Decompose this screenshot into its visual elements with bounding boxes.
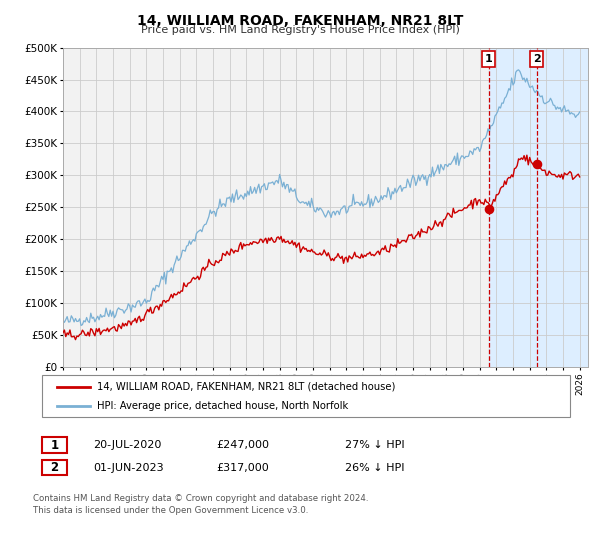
Text: Price paid vs. HM Land Registry's House Price Index (HPI): Price paid vs. HM Land Registry's House … — [140, 25, 460, 35]
Text: Contains HM Land Registry data © Crown copyright and database right 2024.
This d: Contains HM Land Registry data © Crown c… — [33, 494, 368, 515]
Text: 01-JUN-2023: 01-JUN-2023 — [93, 463, 164, 473]
Text: 2: 2 — [50, 461, 59, 474]
Text: 2: 2 — [533, 54, 541, 64]
Text: 20-JUL-2020: 20-JUL-2020 — [93, 440, 161, 450]
Point — [484, 204, 494, 213]
Text: 1: 1 — [485, 54, 493, 64]
Text: HPI: Average price, detached house, North Norfolk: HPI: Average price, detached house, Nort… — [97, 401, 349, 411]
Text: 1: 1 — [50, 438, 59, 452]
Bar — [489, 48, 588, 367]
Text: 26% ↓ HPI: 26% ↓ HPI — [345, 463, 404, 473]
Text: 14, WILLIAM ROAD, FAKENHAM, NR21 8LT: 14, WILLIAM ROAD, FAKENHAM, NR21 8LT — [137, 14, 463, 28]
Text: £247,000: £247,000 — [216, 440, 269, 450]
Text: 14, WILLIAM ROAD, FAKENHAM, NR21 8LT (detached house): 14, WILLIAM ROAD, FAKENHAM, NR21 8LT (de… — [97, 381, 395, 391]
Text: £317,000: £317,000 — [216, 463, 269, 473]
Point — [532, 160, 541, 169]
Text: 27% ↓ HPI: 27% ↓ HPI — [345, 440, 404, 450]
